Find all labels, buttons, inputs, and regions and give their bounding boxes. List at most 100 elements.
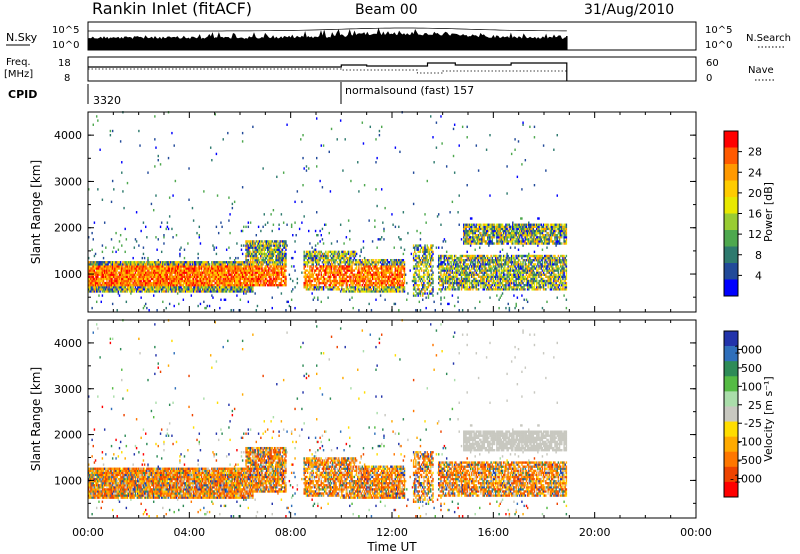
- power-cell: [187, 271, 189, 274]
- power-cell: [334, 265, 336, 268]
- power-cell: [113, 269, 115, 272]
- power-cell: [235, 261, 237, 264]
- power-cell: [162, 286, 164, 289]
- power-cell: [254, 279, 256, 283]
- power-cell: [320, 281, 322, 285]
- power-cell: [217, 281, 220, 285]
- power-cell: [97, 261, 99, 264]
- power-cell: [439, 265, 441, 268]
- power-cell: [253, 269, 255, 272]
- power-cell: [198, 225, 201, 229]
- power-cell: [126, 275, 129, 279]
- power-cell: [281, 263, 284, 266]
- power-cell: [173, 290, 175, 293]
- power-cell: [465, 286, 467, 289]
- power-cell: [277, 283, 279, 287]
- power-cell: [420, 283, 423, 287]
- power-cell: [265, 267, 268, 270]
- power-cell: [113, 246, 115, 249]
- power-cell: [390, 281, 392, 285]
- power-cell: [232, 288, 235, 291]
- power-cell: [278, 227, 280, 231]
- power-cell: [341, 269, 343, 272]
- power-cell: [463, 240, 465, 243]
- power-cell: [318, 261, 320, 264]
- power-cell: [336, 273, 338, 276]
- power-cell: [155, 263, 157, 266]
- power-cell: [425, 254, 427, 258]
- power-cell: [131, 286, 133, 289]
- power-cell: [323, 256, 326, 260]
- power-cell: [117, 275, 120, 279]
- power-cell: [378, 133, 381, 137]
- power-cell: [465, 275, 467, 279]
- power-cell: [313, 250, 316, 254]
- power-cell: [317, 296, 319, 299]
- power-cell: [268, 242, 270, 245]
- power-cell: [273, 252, 276, 256]
- power-cell: [105, 271, 107, 274]
- power-cell: [219, 271, 221, 274]
- power-cell: [262, 271, 264, 274]
- power-cell: [336, 281, 338, 285]
- power-cell: [237, 265, 239, 268]
- power-cell: [433, 300, 435, 304]
- power-cell: [276, 248, 278, 251]
- power-cell: [465, 288, 467, 291]
- power-cell: [182, 271, 185, 274]
- power-cell: [419, 277, 422, 281]
- power-cell: [217, 279, 220, 283]
- power-cell: [253, 242, 255, 245]
- power-cell: [278, 281, 280, 285]
- power-cell: [323, 281, 326, 285]
- power-cell: [155, 273, 157, 276]
- power-cell: [322, 252, 325, 256]
- power-cell: [392, 290, 394, 293]
- power-cell: [394, 261, 397, 264]
- power-cell: [143, 267, 146, 270]
- power-cell: [142, 286, 145, 289]
- power-cell: [90, 290, 92, 293]
- power-cell: [194, 290, 196, 293]
- power-cell: [140, 261, 142, 264]
- power-cell: [172, 263, 174, 266]
- power-cell: [214, 271, 216, 274]
- power-cell: [358, 275, 360, 279]
- power-cell: [165, 261, 167, 264]
- power-cell: [430, 265, 432, 268]
- power-cell: [420, 277, 423, 281]
- power-cell: [236, 277, 238, 281]
- power-cell: [131, 261, 133, 264]
- power-cell: [443, 256, 446, 260]
- power-cell: [341, 265, 343, 268]
- power-cell: [376, 267, 378, 270]
- power-cell: [235, 281, 237, 285]
- power-cell: [442, 261, 444, 264]
- power-cell: [140, 277, 142, 281]
- power-cell: [198, 263, 201, 266]
- power-cell: [368, 277, 370, 281]
- power-cell: [377, 281, 379, 285]
- power-cell: [246, 277, 248, 281]
- power-cell: [183, 269, 186, 272]
- power-cell: [100, 300, 102, 304]
- power-cell: [309, 256, 311, 260]
- power-cell: [281, 283, 284, 287]
- power-cell: [401, 258, 403, 262]
- power-cell: [353, 288, 356, 291]
- power-cell: [273, 244, 276, 247]
- power-cell: [345, 265, 348, 268]
- power-cell: [423, 292, 425, 295]
- power-cell: [274, 283, 277, 287]
- power-cell: [260, 261, 262, 264]
- power-cell: [127, 269, 130, 272]
- power-cell: [94, 263, 97, 266]
- power-cell: [398, 275, 400, 279]
- power-cell: [131, 263, 133, 266]
- power-cell: [110, 271, 113, 274]
- power-cell: [222, 281, 224, 285]
- power-cell: [308, 279, 310, 283]
- power-cell: [198, 273, 201, 276]
- power-cell: [135, 281, 138, 285]
- power-cell: [308, 167, 310, 170]
